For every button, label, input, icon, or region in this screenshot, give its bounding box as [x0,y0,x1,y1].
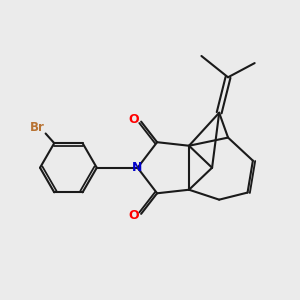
Text: O: O [128,209,139,222]
Text: Br: Br [30,121,45,134]
Text: O: O [128,113,139,126]
Text: N: N [132,161,142,174]
